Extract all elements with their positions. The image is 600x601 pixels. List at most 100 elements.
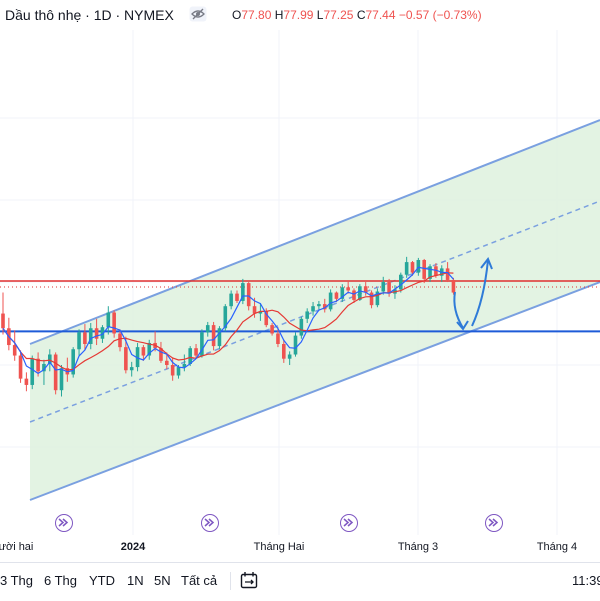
candle-body[interactable] [369, 292, 374, 306]
play-forward-icon[interactable] [485, 514, 503, 532]
candle-body[interactable] [36, 358, 40, 372]
candle-body[interactable] [71, 349, 75, 375]
channel-lower-line[interactable] [29, 281, 600, 501]
candle-body[interactable] [165, 360, 169, 365]
candle-body[interactable] [270, 325, 274, 334]
candle-body[interactable] [322, 304, 327, 310]
arrow-up-drawing[interactable] [471, 259, 489, 327]
channel-upper-line[interactable] [29, 119, 600, 345]
candle-body[interactable] [305, 311, 309, 319]
candle-body[interactable] [1, 313, 5, 329]
price-chart[interactable] [0, 30, 600, 535]
candle-body[interactable] [445, 268, 450, 280]
range-all-button[interactable]: Tất cả [181, 573, 218, 588]
candle-body[interactable] [311, 306, 315, 312]
range-1y-button[interactable]: 1N [127, 573, 144, 588]
eye-slash-icon[interactable] [189, 6, 207, 22]
ma-short-line [2, 266, 454, 375]
arrow-down-drawing[interactable] [453, 291, 464, 329]
candle-body[interactable] [358, 286, 362, 300]
candle-body[interactable] [53, 354, 58, 391]
chart-legend-header: Dầu thô nhẹ · 1D · NYMEX O77.80 H77.99 L… [0, 0, 600, 30]
candle-body[interactable] [229, 293, 233, 307]
candle-body[interactable] [381, 282, 386, 292]
change-value: −0.57 (−0.73%) [398, 8, 482, 22]
play-forward-icon[interactable] [201, 514, 219, 532]
candle-body[interactable] [88, 328, 93, 344]
candle-body[interactable] [387, 282, 391, 294]
candle-body[interactable] [194, 348, 198, 356]
candle-body[interactable] [375, 291, 380, 306]
candle-body[interactable] [59, 368, 64, 391]
candle-body[interactable] [287, 354, 292, 359]
candle-body[interactable] [363, 286, 368, 293]
candle-body[interactable] [317, 304, 321, 307]
play-forward-icon[interactable] [55, 514, 73, 532]
candle-body[interactable] [299, 318, 304, 336]
candle-body[interactable] [159, 348, 163, 361]
candle-body[interactable] [293, 335, 298, 355]
candle-body[interactable] [205, 325, 210, 333]
candle-body[interactable] [12, 345, 17, 356]
candle-body[interactable] [428, 266, 432, 279]
candle-body[interactable] [328, 292, 333, 310]
candle-body[interactable] [42, 363, 46, 372]
range-3m-button[interactable]: 3 Thg [0, 573, 34, 588]
candle-body[interactable] [77, 332, 81, 350]
candle-body[interactable] [246, 283, 251, 307]
x-tick-label: 2024 [120, 541, 146, 553]
range-ytd-button[interactable]: YTD [89, 573, 115, 588]
candle-body[interactable] [252, 306, 257, 314]
candle-body[interactable] [135, 347, 140, 368]
candle-body[interactable] [176, 367, 181, 376]
candle-body[interactable] [147, 342, 152, 356]
candle-body[interactable] [410, 262, 415, 273]
candle-body[interactable] [346, 287, 350, 291]
candle-body[interactable] [24, 378, 29, 385]
candle-body[interactable] [352, 290, 356, 300]
candle-body[interactable] [217, 328, 222, 347]
candle-body[interactable] [18, 355, 23, 379]
candle-body[interactable] [211, 325, 216, 347]
candle-body[interactable] [399, 274, 403, 290]
x-tick-label: Tháng 4 [536, 541, 578, 553]
candle-body[interactable] [340, 287, 345, 299]
candle-body[interactable] [30, 358, 35, 385]
candle-body[interactable] [223, 306, 228, 329]
symbol-title[interactable]: Dầu thô nhẹ · 1D · NYMEX [5, 7, 174, 23]
candle-body[interactable] [235, 293, 239, 301]
candle-body[interactable] [106, 312, 111, 328]
close-label: C [356, 8, 366, 22]
candle-body[interactable] [188, 348, 192, 364]
candle-body[interactable] [276, 333, 280, 345]
arrow-down-head [456, 320, 469, 331]
candle-body[interactable] [451, 279, 456, 293]
candle-body[interactable] [100, 327, 105, 339]
candle-body[interactable] [182, 363, 187, 368]
candle-body[interactable] [264, 311, 269, 326]
candle-body[interactable] [94, 328, 99, 339]
candle-body[interactable] [422, 260, 426, 279]
candle-body[interactable] [83, 332, 87, 344]
candle-body[interactable] [118, 333, 122, 348]
play-forward-icon[interactable] [340, 514, 358, 532]
candle-body[interactable] [434, 266, 438, 276]
candle-body[interactable] [200, 332, 204, 356]
calendar-range-icon[interactable] [240, 571, 258, 589]
candle-body[interactable] [124, 347, 128, 371]
toolbar-divider [230, 572, 231, 590]
candle-body[interactable] [404, 262, 409, 275]
candle-body[interactable] [241, 283, 245, 301]
x-tick-label: Tháng Hai [253, 541, 305, 553]
candle-body[interactable] [141, 347, 146, 356]
candle-body[interactable] [170, 365, 175, 376]
range-6m-button[interactable]: 6 Thg [44, 573, 78, 588]
candle-body[interactable] [416, 260, 421, 273]
candle-body[interactable] [334, 292, 339, 299]
candle-body[interactable] [282, 344, 286, 359]
candle-body[interactable] [112, 312, 116, 334]
candle-body[interactable] [48, 354, 52, 364]
range-5y-button[interactable]: 5N [154, 573, 171, 588]
candle-body[interactable] [129, 367, 134, 371]
candle-body[interactable] [258, 311, 263, 314]
